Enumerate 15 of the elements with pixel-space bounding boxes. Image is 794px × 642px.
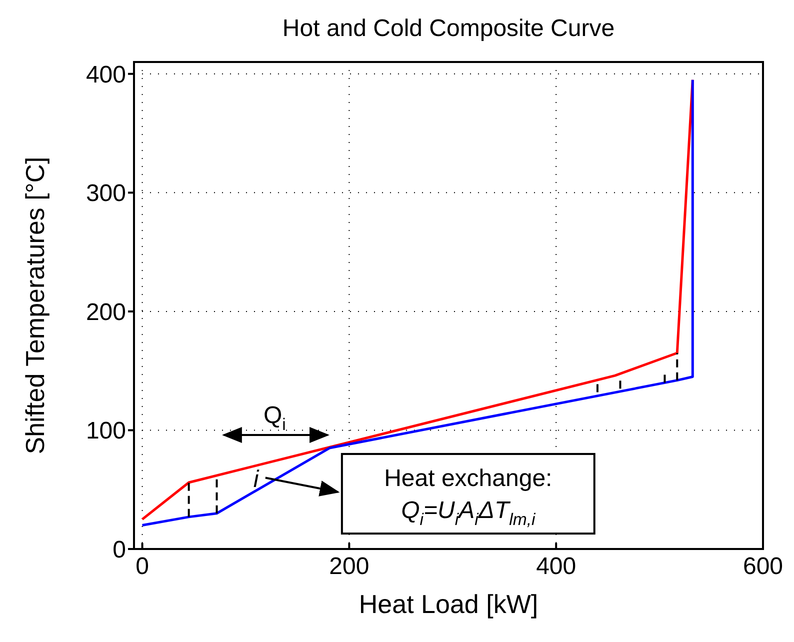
y-tick-label: 100 — [86, 418, 126, 445]
x-tick-label: 600 — [742, 553, 784, 580]
x-tick-label: 0 — [136, 553, 149, 580]
annotation: Heat exchange: — [384, 465, 552, 492]
y-tick-label: 300 — [86, 180, 126, 208]
chart-title: Hot and Cold Composite Curve — [282, 15, 615, 42]
x-tick-label: 200 — [329, 553, 370, 580]
x-axis-title: Heat Load [kW] — [358, 589, 538, 619]
y-tick-label: 400 — [86, 61, 126, 88]
annotation: Q$_{i}$ — [263, 402, 286, 434]
y-tick-label: 200 — [86, 298, 126, 326]
annotation: i — [253, 466, 260, 494]
annotation: Q$_{i}$=U$_{i}$A$_{i}$ΔT$_{lm,i}$ — [401, 497, 536, 530]
y-axis-title: Shifted Temperatures [°C] — [20, 156, 50, 454]
x-tick-label: 400 — [536, 553, 576, 580]
